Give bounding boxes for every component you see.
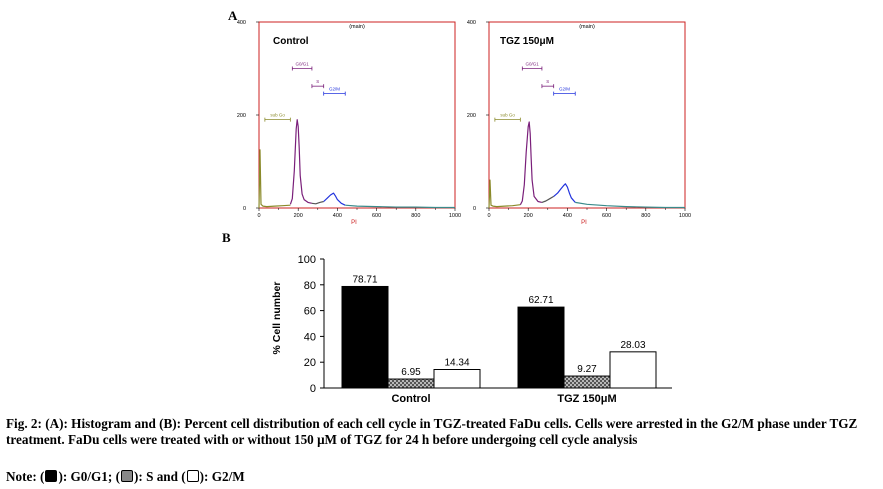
- histogram-series-tail: [575, 201, 685, 209]
- panel-b-label: B: [222, 230, 231, 245]
- x-axis-label: PI: [581, 220, 587, 226]
- histogram-series-s: [311, 200, 324, 205]
- x-tick-label: 400: [563, 213, 572, 219]
- figure-caption: Fig. 2: (A): Histogram and (B): Percent …: [6, 416, 858, 447]
- x-tick-label: 400: [333, 213, 342, 219]
- histogram-title: Control: [273, 36, 309, 47]
- gate-label: G2/M: [329, 87, 340, 92]
- x-tick-label: 800: [411, 213, 420, 219]
- bar-chart: % Cell number 0 20 40 60 80 100 78.71 6.95 14.34…: [271, 254, 672, 405]
- histogram-tgz: (main) TGZ 150μM PI 0 200 400 0 200 400 600 800…: [467, 20, 691, 226]
- x-tick-label: 600: [602, 213, 611, 219]
- bar-g2m: [609, 351, 657, 389]
- panel-a-label: A: [228, 8, 238, 23]
- histogram-series-subg0: [488, 179, 521, 209]
- bar-s: [563, 375, 611, 389]
- y-tick-label: 60: [304, 306, 316, 318]
- histogram-series-g0g1: [289, 119, 313, 205]
- y-tick-label: 0: [243, 206, 246, 212]
- gate-label: G0/G1: [295, 62, 309, 67]
- category-label: TGZ 150μM: [557, 393, 616, 405]
- gate-label: G2/M: [559, 87, 570, 92]
- gate-label: S: [546, 79, 549, 84]
- x-tick-label: 0: [487, 213, 490, 219]
- legend-swatch-s: [120, 470, 133, 482]
- x-axis-label: PI: [351, 220, 357, 226]
- histogram-series-subg0: [258, 149, 291, 209]
- figure-note: Note: ( ): G0/G1; ( ): S and ( ): G2/M: [6, 469, 878, 485]
- bar-value-label: 62.71: [528, 295, 553, 306]
- histogram-series-g2m: [553, 183, 576, 203]
- histogram-header: (main): [579, 24, 595, 30]
- bar-value-label: 14.34: [444, 358, 469, 369]
- gate-label: S: [316, 79, 319, 84]
- y-tick-label: 20: [304, 357, 316, 369]
- histogram-series-tail: [345, 204, 455, 209]
- x-tick-label: 600: [372, 213, 381, 219]
- histogram-series-s: [541, 195, 555, 203]
- note-g2m: ): G2/M: [199, 469, 245, 484]
- y-axis-label: % Cell number: [271, 282, 283, 355]
- bar-value-label: 28.03: [620, 340, 645, 351]
- legend-swatch-g0g1: [45, 470, 58, 482]
- histogram-header: (main): [349, 24, 365, 30]
- histogram-control: (main) Control PI 0 200 400 0 200 400 600 800 10…: [237, 20, 461, 226]
- gate-label: sub Go: [270, 113, 285, 118]
- y-tick-label: 400: [467, 20, 476, 26]
- y-tick-label: 0: [473, 206, 476, 212]
- x-tick-label: 0: [257, 213, 260, 219]
- histogram-frame: [258, 21, 456, 209]
- bar-value-label: 6.95: [401, 367, 421, 378]
- note-g0g1: ): G0/G1; (: [58, 469, 120, 484]
- y-tick-label: 0: [310, 383, 316, 395]
- y-tick-label: 40: [304, 331, 316, 343]
- bar-s: [387, 378, 435, 389]
- y-tick-label: 400: [237, 20, 246, 26]
- x-tick-label: 200: [524, 213, 533, 219]
- y-tick-label: 100: [298, 254, 316, 266]
- bar-value-label: 78.71: [352, 274, 377, 285]
- gate-label: sub Go: [500, 113, 515, 118]
- category-label: Control: [391, 393, 430, 405]
- note-s: ): S and (: [133, 469, 186, 484]
- histogram-series-g2m: [323, 192, 346, 206]
- histogram-series-g0g1: [519, 121, 543, 205]
- bar-g2m: [433, 369, 481, 389]
- x-tick-label: 1000: [679, 213, 691, 219]
- bar-g0g1: [517, 306, 565, 389]
- bar-g0g1: [341, 285, 389, 389]
- note-prefix: Note: (: [6, 469, 45, 484]
- y-tick-label: 200: [237, 113, 246, 119]
- x-tick-label: 200: [294, 213, 303, 219]
- legend-swatch-g2m: [186, 470, 199, 482]
- y-tick-label: 80: [304, 280, 316, 292]
- y-tick-label: 200: [467, 113, 476, 119]
- x-tick-label: 800: [641, 213, 650, 219]
- bar-value-label: 9.27: [577, 364, 597, 375]
- x-tick-label: 1000: [449, 213, 461, 219]
- histogram-frame: [488, 21, 686, 209]
- gate-label: G0/G1: [525, 62, 539, 67]
- histogram-title: TGZ 150μM: [500, 36, 554, 47]
